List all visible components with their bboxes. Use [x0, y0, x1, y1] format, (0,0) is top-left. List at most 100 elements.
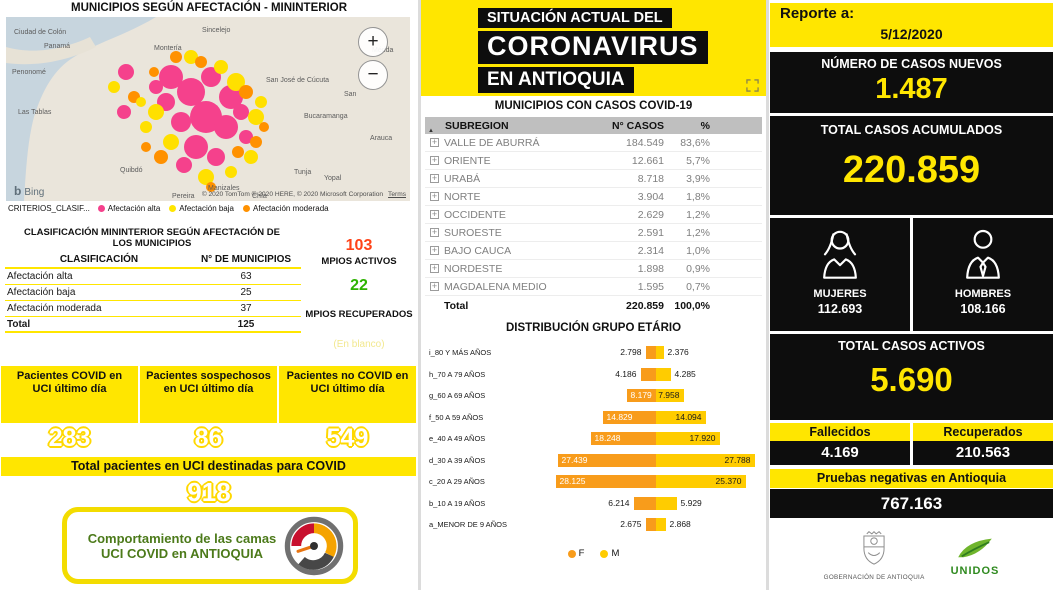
uci-card-label: Pacientes no COVID en UCI último día	[279, 366, 416, 423]
subregion-row[interactable]: + MAGDALENA MEDIO 1.595 0,7%	[425, 278, 762, 296]
map-legend-item[interactable]: Afectación baja	[169, 204, 234, 213]
expand-icon[interactable]: +	[430, 263, 439, 273]
uci-card: Pacientes sospechosos en UCI último día 8…	[140, 366, 277, 458]
bar-value-label: 14.829	[606, 411, 633, 422]
age-bars: 27.439 27.788	[547, 453, 764, 468]
map-place-label: Pereira	[172, 193, 195, 200]
bar-value-label: 8.179	[630, 390, 652, 401]
col-pct[interactable]: %	[700, 119, 710, 132]
expand-icon[interactable]: +	[430, 281, 439, 291]
subregion-row[interactable]: + SUROESTE 2.591 1,2%	[425, 224, 762, 242]
subregion-row[interactable]: + BAJO CAUCA 2.314 1,0%	[425, 242, 762, 260]
bar-female[interactable]: 14.829	[602, 410, 656, 424]
map-zoom-out-button[interactable]: −	[358, 60, 388, 90]
report-label: Reporte a:	[780, 5, 855, 22]
expand-icon[interactable]: +	[430, 227, 439, 237]
bar-male[interactable]: 27.788	[655, 453, 755, 467]
expand-icon[interactable]: +	[430, 173, 439, 183]
classification-row[interactable]: Afectación moderada 37	[5, 301, 301, 317]
uci-cards: Pacientes COVID en UCI último día 283 Paci…	[1, 366, 416, 458]
map-place-label: Chía	[252, 193, 267, 200]
col-subregion[interactable]: SUBREGION	[445, 119, 509, 132]
subregion-row[interactable]: + VALLE DE ABURRÁ 184.549 83,6%	[425, 134, 762, 152]
bar-female[interactable]	[640, 367, 656, 381]
age-row: b_10 A 19 AÑOS 6.214 5.929	[423, 493, 764, 515]
bing-logo: b Bing	[14, 184, 44, 198]
mpios-recuperados-value: 22	[350, 277, 368, 294]
bar-female[interactable]: 27.439	[557, 453, 656, 467]
bing-map[interactable]: Ciudad de Colón Panamá Penonomé Las Tablas M…	[6, 17, 410, 201]
map-place-label: Ciudad de Colón	[14, 29, 67, 36]
report-date-card: Reporte a: 5/12/2020	[770, 3, 1053, 47]
bar-male[interactable]	[655, 367, 671, 381]
subregion-name: SUROESTE	[444, 226, 502, 239]
bar-female[interactable]	[645, 518, 656, 532]
subregion-row[interactable]: + URABÁ 8.718 3,9%	[425, 170, 762, 188]
gobernacion-caption: GOBERNACIÓN DE ANTIOQUIA	[823, 574, 925, 581]
banner-line1: SITUACIÓN ACTUAL DEL	[478, 8, 672, 28]
classification-row[interactable]: Afectación baja 25	[5, 285, 301, 301]
expand-icon[interactable]: +	[430, 137, 439, 147]
subregion-row[interactable]: + NORDESTE 1.898 0,9%	[425, 260, 762, 278]
uci-card: Pacientes COVID en UCI último día 283	[1, 366, 138, 458]
bar-female[interactable]	[645, 346, 656, 360]
right-panel: Reporte a: 5/12/2020 NÚMERO DE CASOS NUE…	[769, 0, 1056, 590]
subregion-pct: 0,7%	[686, 280, 710, 293]
legend-item-m[interactable]: M	[600, 548, 619, 559]
map-legend-item[interactable]: Afectación alta	[97, 204, 160, 213]
bar-male[interactable]	[655, 346, 664, 360]
bar-male[interactable]	[655, 496, 677, 510]
expand-icon[interactable]: +	[430, 155, 439, 165]
bar-male[interactable]: 14.094	[655, 410, 706, 424]
women-value: 112.693	[817, 302, 863, 316]
age-group-label: c_20 A 29 AÑOS	[429, 477, 485, 487]
focus-mode-icon[interactable]	[746, 79, 759, 92]
bar-male[interactable]: 17.920	[655, 432, 720, 446]
map-terms-link[interactable]: Terms	[388, 191, 406, 198]
bar-value-label: 28.125	[559, 476, 586, 487]
subregion-row[interactable]: + NORTE 3.904 1,8%	[425, 188, 762, 206]
subregion-row[interactable]: + OCCIDENTE 2.629 1,2%	[425, 206, 762, 224]
map-place-label: Montería	[154, 45, 182, 52]
banner-line3: EN ANTIOQUIA	[478, 67, 634, 93]
subregion-row[interactable]: + ORIENTE 12.661 5,7%	[425, 152, 762, 170]
uci-gauge-card[interactable]: Comportamiento de las camas UCI COVID en…	[62, 507, 358, 584]
bar-value-label: 25.370	[715, 476, 742, 487]
bar-female[interactable]: 18.248	[590, 432, 656, 446]
col-n-casos[interactable]: N° CASOS	[611, 119, 664, 132]
total-cases-label: TOTAL CASOS ACUMULADOS	[820, 123, 1003, 137]
mpios-recuperados-label: MPIOS RECUPERADOS	[305, 309, 413, 320]
col-n-municipios[interactable]: N° DE MUNICIPIOS	[200, 254, 292, 265]
age-bars: 2.675 2.868	[547, 517, 764, 532]
gobernacion-logo: GOBERNACIÓN DE ANTIOQUIA	[824, 531, 925, 581]
bar-male[interactable]	[655, 518, 666, 532]
age-group-label: e_40 A 49 AÑOS	[429, 434, 486, 444]
bar-female[interactable]	[633, 496, 656, 510]
age-group-label: g_60 A 69 AÑOS	[429, 391, 486, 401]
sort-indicator-icon: ▲	[428, 128, 434, 134]
bar-female[interactable]: 28.125	[555, 475, 656, 489]
legend-item-f[interactable]: F	[567, 548, 584, 559]
map-legend-item[interactable]: Afectación moderada	[242, 204, 329, 213]
bar-male[interactable]: 25.370	[655, 475, 746, 489]
blank-note: (En blanco)	[333, 339, 385, 350]
classification-rows: Afectación alta 63 Afectación baja 25 Afecta…	[5, 269, 301, 317]
map-place-label: Panamá	[44, 43, 71, 50]
col-clasificacion[interactable]: CLASIFICACIÓN	[59, 254, 139, 265]
uci-total-label: Total pacientes en UCI destinadas para C…	[1, 457, 416, 476]
subregion-name: BAJO CAUCA	[444, 244, 512, 257]
center-panel: SITUACIÓN ACTUAL DEL CORONAVIRUS EN ANTI…	[421, 0, 766, 590]
bar-value-label: 27.788	[724, 454, 751, 465]
negative-tests-value: 767.163	[770, 489, 1053, 518]
expand-icon[interactable]: +	[430, 245, 439, 255]
expand-icon[interactable]: +	[430, 191, 439, 201]
legend-f-dot-icon	[567, 549, 576, 558]
expand-icon[interactable]: +	[430, 209, 439, 219]
classification-label: Afectación baja	[7, 287, 76, 298]
map-zoom-in-button[interactable]: +	[358, 27, 388, 57]
bar-male[interactable]: 7.958	[655, 389, 684, 403]
subregion-cases: 184.549	[626, 136, 664, 149]
bar-female[interactable]: 8.179	[626, 389, 656, 403]
classification-row[interactable]: Afectación alta 63	[5, 269, 301, 285]
mpios-summary: 103 MPIOS ACTIVOS 22 MPIOS RECUPERADOS	[302, 237, 416, 320]
